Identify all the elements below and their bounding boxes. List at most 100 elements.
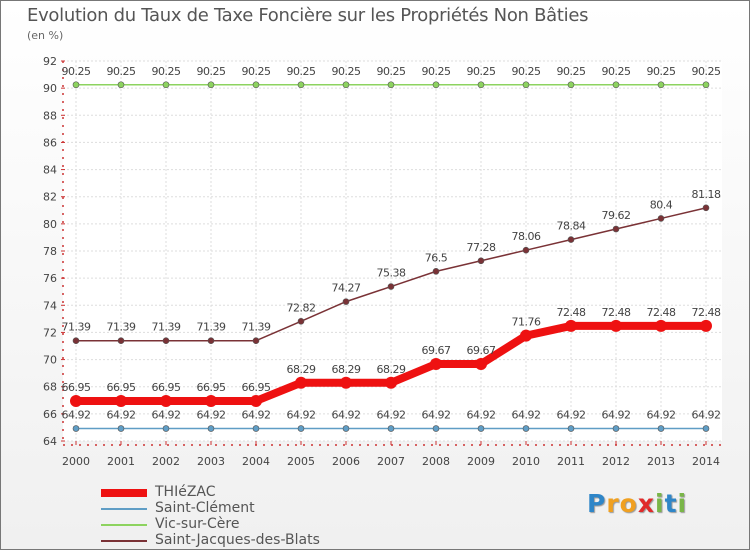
data-label-saint-jacques-des-blats: 71.39 (107, 321, 136, 334)
legend-swatch-saint-clement (101, 508, 147, 510)
data-point-saint-clement (522, 425, 530, 432)
data-label-thiezac: 72.48 (557, 306, 586, 319)
data-label-saint-clement: 64.92 (512, 409, 541, 422)
data-label-saint-jacques-des-blats: 71.39 (62, 321, 91, 334)
data-point-saint-clement (657, 425, 665, 432)
data-label-saint-jacques-des-blats: 72.82 (287, 301, 316, 314)
data-label-vic-sur-cere: 90.25 (377, 65, 406, 78)
data-point-saint-clement (387, 425, 395, 432)
data-point-saint-clement (477, 425, 485, 432)
legend-swatch-thiezac (101, 489, 147, 497)
data-label-thiezac: 72.48 (647, 306, 676, 319)
data-point-saint-jacques-des-blats (72, 337, 80, 345)
x-tick-label: 2000 (62, 455, 90, 468)
data-point-saint-jacques-des-blats (342, 298, 350, 305)
axis-layer: 64 66 68 70 72 74 76 78 80 82 84 86 88 90 92 2000 2001 20… (43, 55, 722, 468)
data-label-thiezac: 66.95 (242, 381, 271, 394)
data-point-saint-jacques-des-blats (432, 268, 440, 275)
data-label-thiezac: 68.29 (287, 363, 316, 376)
data-point-thiezac (160, 394, 172, 407)
x-tick-label: 2012 (602, 455, 630, 468)
data-label-vic-sur-cere: 90.25 (242, 65, 271, 78)
data-label-saint-clement: 64.92 (152, 409, 181, 422)
x-tick-label: 2014 (692, 455, 720, 468)
data-label-vic-sur-cere: 90.25 (512, 65, 541, 78)
y-tick-label: 86 (43, 136, 57, 149)
data-point-saint-jacques-des-blats (387, 283, 395, 290)
data-point-vic-sur-cere (72, 81, 80, 89)
data-label-saint-clement: 64.92 (62, 409, 91, 422)
data-label-thiezac: 66.95 (197, 381, 226, 394)
data-point-saint-clement (702, 425, 710, 432)
x-tick-label: 2008 (422, 455, 450, 468)
data-point-vic-sur-cere (342, 81, 350, 89)
data-point-thiezac (295, 376, 307, 389)
y-tick-label: 88 (43, 109, 57, 122)
data-point-saint-jacques-des-blats (252, 337, 260, 345)
y-tick-label: 70 (43, 354, 57, 367)
data-label-thiezac: 68.29 (377, 363, 406, 376)
x-tick-label: 2013 (647, 455, 675, 468)
logo-letter: r (606, 489, 620, 518)
x-tick-label: 2006 (332, 455, 360, 468)
data-point-vic-sur-cere (297, 81, 305, 89)
proxiti-logo: Proxiti (587, 489, 687, 518)
data-point-thiezac (205, 394, 217, 407)
data-point-thiezac (520, 329, 532, 342)
data-point-vic-sur-cere (702, 81, 710, 89)
data-point-saint-clement (297, 425, 305, 432)
data-label-saint-jacques-des-blats: 75.38 (377, 267, 406, 280)
data-label-saint-jacques-des-blats: 71.39 (197, 321, 226, 334)
data-point-vic-sur-cere (252, 81, 260, 89)
data-label-saint-clement: 64.92 (467, 409, 496, 422)
data-point-saint-clement (342, 425, 350, 432)
data-label-vic-sur-cere: 90.25 (602, 65, 631, 78)
chart-subtitle: (en %) (27, 29, 64, 42)
data-label-thiezac: 69.67 (422, 344, 451, 357)
data-label-thiezac: 66.95 (62, 381, 91, 394)
data-label-thiezac: 72.48 (602, 306, 631, 319)
chart-title: Evolution du Taux de Taxe Foncière sur l… (27, 5, 589, 26)
data-label-saint-clement: 64.92 (692, 409, 721, 422)
data-point-thiezac (655, 319, 667, 332)
data-label-thiezac: 72.48 (692, 306, 721, 319)
y-tick-label: 84 (43, 164, 57, 177)
data-label-saint-clement: 64.92 (647, 409, 676, 422)
data-label-saint-jacques-des-blats: 77.28 (467, 241, 496, 254)
series-layer (70, 81, 712, 432)
data-point-thiezac (385, 376, 397, 389)
legend-label-vic-sur-cere: Vic-sur-Cère (155, 516, 240, 532)
data-point-thiezac (115, 394, 127, 407)
x-tick-label: 2004 (242, 455, 270, 468)
data-label-thiezac: 71.76 (512, 316, 541, 329)
y-tick-label: 74 (43, 299, 57, 312)
data-label-thiezac: 68.29 (332, 363, 361, 376)
data-label-saint-clement: 64.92 (602, 409, 631, 422)
logo-letter: i (677, 489, 688, 518)
data-label-thiezac: 69.67 (467, 344, 496, 357)
data-point-vic-sur-cere (567, 81, 575, 89)
data-label-saint-jacques-des-blats: 78.06 (512, 230, 541, 243)
data-label-saint-clement: 64.92 (242, 409, 271, 422)
data-point-vic-sur-cere (522, 81, 530, 89)
y-tick-label: 76 (43, 272, 57, 285)
data-point-vic-sur-cere (117, 81, 125, 89)
data-label-saint-clement: 64.92 (422, 409, 451, 422)
data-point-saint-clement (252, 425, 260, 432)
y-tick-label: 82 (43, 191, 57, 204)
y-tick-label: 78 (43, 245, 57, 258)
data-label-thiezac: 66.95 (152, 381, 181, 394)
data-point-saint-clement (162, 425, 170, 432)
x-tick-label: 2002 (152, 455, 180, 468)
data-label-vic-sur-cere: 90.25 (62, 65, 91, 78)
legend-swatch-vic-sur-cere (101, 524, 147, 526)
data-label-vic-sur-cere: 90.25 (467, 65, 496, 78)
y-tick-label: 92 (43, 55, 57, 68)
y-tick-label: 80 (43, 218, 57, 231)
data-point-thiezac (70, 394, 82, 407)
data-label-vic-sur-cere: 90.25 (107, 65, 136, 78)
data-point-vic-sur-cere (477, 81, 485, 89)
data-label-vic-sur-cere: 90.25 (197, 65, 226, 78)
